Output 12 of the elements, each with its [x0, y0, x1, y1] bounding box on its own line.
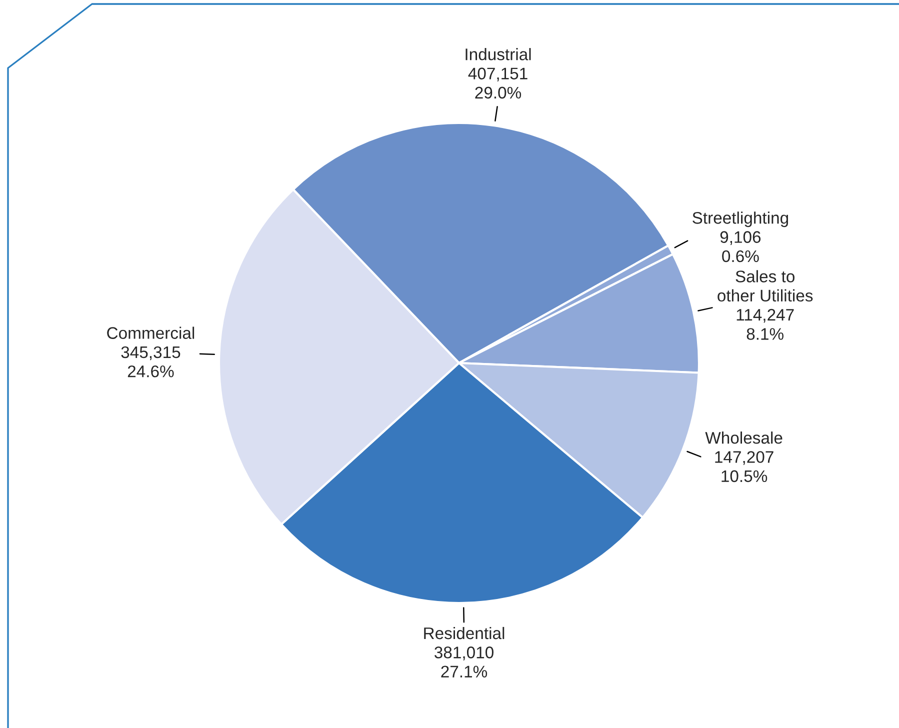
data-label: 9,106 0.6% [720, 231, 761, 262]
data-label: 147,207 10.5% [715, 451, 774, 482]
data-label: 345,315 24.6% [121, 346, 180, 378]
data-label: 381,010 27.1% [434, 646, 494, 678]
data-label: 407,151 29.0% [468, 68, 528, 99]
slice-label: Residential [424, 626, 504, 640]
data-label: 114,247 8.1% [736, 308, 794, 340]
slice-label: Wholesale [705, 432, 782, 444]
slice-label: Sales to other Utilities [718, 270, 813, 302]
slice-label: Industrial [466, 48, 531, 60]
slice-label: Streetlighting [692, 212, 788, 228]
slice-label: Commercial [107, 326, 194, 339]
